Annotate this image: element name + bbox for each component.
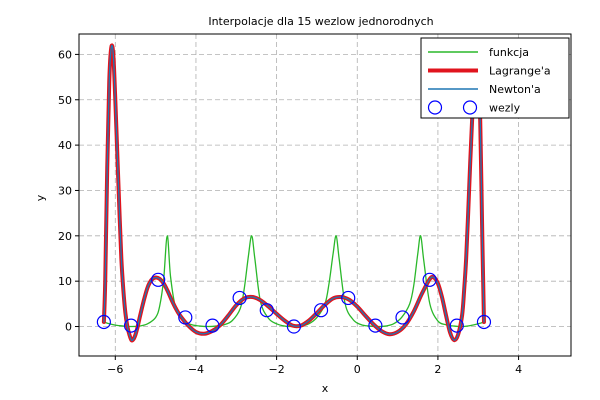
legend-entry-lagrange-a: Lagrange'a xyxy=(428,65,551,78)
y-tick-label-1: 10 xyxy=(58,275,72,288)
node-marker-7 xyxy=(286,319,302,334)
legend-entry-newton-a: Newton'a xyxy=(428,83,541,96)
legend-label-wezly: wezly xyxy=(489,102,521,115)
legend-marker-wezly xyxy=(427,100,443,115)
node-marker-14 xyxy=(476,314,492,330)
y-tick-label-5: 50 xyxy=(58,94,72,107)
series-layer xyxy=(96,43,492,343)
y-tick-label-2: 20 xyxy=(58,230,72,243)
y-tick-label-0: 0 xyxy=(65,321,72,334)
node-marker-11 xyxy=(395,310,410,325)
series-line-newton-a xyxy=(103,44,485,342)
node-marker-0 xyxy=(96,314,111,330)
x-tick-label-1: −4 xyxy=(188,363,204,376)
legend-label-lagrange-a: Lagrange'a xyxy=(489,65,551,78)
x-tick-label-5: 4 xyxy=(515,363,522,376)
node-marker-1 xyxy=(123,318,139,333)
node-marker-4 xyxy=(205,318,220,333)
chart-title: Interpolacje dla 15 wezlow jednorodnych xyxy=(208,15,433,28)
legend-marker-wezly-2 xyxy=(462,100,478,115)
x-axis-label: x xyxy=(322,382,329,395)
x-tick-label-0: −6 xyxy=(107,363,123,376)
node-marker-2 xyxy=(151,272,166,287)
node-marker-12 xyxy=(422,272,437,287)
grid xyxy=(79,34,571,356)
node-marker-8 xyxy=(313,303,329,318)
node-marker-5 xyxy=(232,290,247,306)
y-tick-label-6: 60 xyxy=(58,48,72,61)
legend-label-funkcja: funkcja xyxy=(489,46,529,59)
x-tick-label-3: 0 xyxy=(354,363,361,376)
legend-entry-wezly: wezly xyxy=(427,100,521,115)
node-marker-13 xyxy=(449,318,464,333)
node-marker-6 xyxy=(259,303,274,318)
legend: funkcja Lagrange'a Newton'a wezly xyxy=(420,37,570,119)
x-tick-label-4: 2 xyxy=(434,363,441,376)
series-wezly xyxy=(96,272,492,334)
node-marker-10 xyxy=(368,318,383,333)
x-tick-label-2: −2 xyxy=(268,363,284,376)
node-marker-9 xyxy=(341,290,356,306)
y-tick-label-3: 30 xyxy=(58,184,72,197)
axes-frame xyxy=(78,33,572,357)
legend-entry-funkcja: funkcja xyxy=(428,46,529,59)
y-tick-label-4: 40 xyxy=(58,139,72,152)
y-axis-label: y xyxy=(34,194,47,201)
legend-label-newton-a: Newton'a xyxy=(489,83,541,96)
node-marker-3 xyxy=(178,310,193,325)
